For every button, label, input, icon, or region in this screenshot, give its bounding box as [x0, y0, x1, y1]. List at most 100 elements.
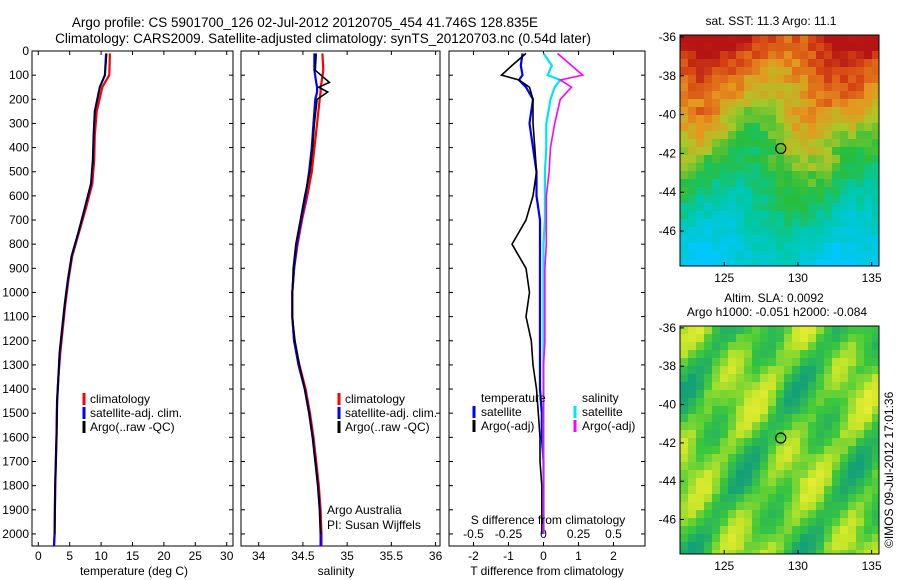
map-cell: [792, 187, 800, 195]
map-cell: [832, 382, 840, 390]
map-y-tick-label: -40: [659, 108, 677, 122]
map-cell: [776, 187, 784, 195]
map-cell: [752, 251, 760, 259]
map-cell: [720, 75, 728, 83]
x-tick-label: 35: [340, 549, 354, 563]
map-cell: [752, 334, 760, 342]
map-cell: [848, 390, 856, 398]
map-cell: [776, 99, 784, 107]
axis-ticks: 0 5 10 15 20 25 300100200300400500600700800900…: [2, 44, 645, 563]
map-cell: [800, 534, 808, 542]
map-cell: [768, 430, 776, 438]
map-cell: [720, 358, 728, 366]
map-cell: [848, 35, 856, 43]
map-cell: [856, 470, 864, 478]
map-cell: [800, 243, 808, 251]
map-cell: [752, 107, 760, 115]
map-cell: [760, 219, 768, 227]
map-cell: [688, 187, 696, 195]
map-cell: [776, 478, 784, 486]
top-x-tick-label: 0: [540, 527, 547, 541]
map-cell: [816, 91, 824, 99]
map-cell: [768, 462, 776, 470]
map-cell: [856, 139, 864, 147]
map-cell: [808, 131, 816, 139]
map-cell: [680, 139, 688, 147]
map-cell: [864, 438, 872, 446]
map-cell: [744, 358, 752, 366]
map-cell: [824, 35, 832, 43]
map-cell: [680, 195, 688, 203]
map-cell: [688, 414, 696, 422]
map-cell: [792, 334, 800, 342]
map-cell: [848, 123, 856, 131]
map-cell: [680, 454, 688, 462]
temperature-profile-frame: [31, 50, 234, 547]
map-cell: [712, 219, 720, 227]
map-cell: [720, 462, 728, 470]
map-cell: [864, 390, 872, 398]
map-cell: [736, 382, 744, 390]
map-cell: [680, 83, 688, 91]
map-cell: [872, 211, 879, 219]
map-cell: [776, 123, 784, 131]
map-cell: [712, 91, 720, 99]
map-cell: [728, 219, 736, 227]
map-cell: [808, 366, 816, 374]
map-cell: [712, 358, 720, 366]
map-cell: [728, 243, 736, 251]
map-cell: [800, 195, 808, 203]
map-cell: [856, 59, 864, 67]
map-cell: [872, 123, 879, 131]
legend-header-temperature: temperature: [481, 391, 546, 405]
y-tick-label: 1100: [3, 310, 29, 324]
map-cell: [872, 219, 879, 227]
map-cell: [680, 51, 688, 59]
map-cell: [776, 366, 784, 374]
legend-label-climatology: climatology: [90, 392, 150, 406]
map-cell: [840, 99, 848, 107]
map-cell: [864, 115, 872, 123]
map-cell: [696, 334, 704, 342]
map-cell: [680, 446, 688, 454]
map-cell: [680, 155, 688, 163]
map-cell: [800, 470, 808, 478]
map-cell: [816, 422, 824, 430]
map-cell: [736, 59, 744, 67]
map-cell: [736, 75, 744, 83]
map-cell: [848, 195, 856, 203]
map-cell: [848, 171, 856, 179]
map-cell: [808, 91, 816, 99]
map-cell: [816, 374, 824, 382]
map-cell: [712, 155, 720, 163]
map-cell: [816, 502, 824, 510]
map-cell: [856, 502, 864, 510]
map-cell: [704, 171, 712, 179]
map-cell: [832, 75, 840, 83]
map-cell: [784, 510, 792, 518]
map-cell: [744, 171, 752, 179]
map-cell: [864, 518, 872, 526]
map-cell: [832, 235, 840, 243]
map-cell: [864, 414, 872, 422]
map-cell: [680, 179, 688, 187]
map-cell: [712, 390, 720, 398]
map-cell: [840, 131, 848, 139]
map-cell: [840, 342, 848, 350]
map-cell: [848, 115, 856, 123]
map-cell: [832, 187, 840, 195]
map-cell: [856, 342, 864, 350]
map-cell: [752, 203, 760, 211]
map-cell: [816, 75, 824, 83]
map-cell: [704, 203, 712, 211]
map-cell: [800, 462, 808, 470]
map-cell: [784, 115, 792, 123]
map-cell: [704, 155, 712, 163]
map-cell: [840, 462, 848, 470]
map-cell: [824, 398, 832, 406]
map-cell: [840, 534, 848, 542]
map-cell: [712, 430, 720, 438]
map-cell: [816, 326, 824, 334]
map-cell: [856, 187, 864, 195]
map-cell: [760, 518, 768, 526]
